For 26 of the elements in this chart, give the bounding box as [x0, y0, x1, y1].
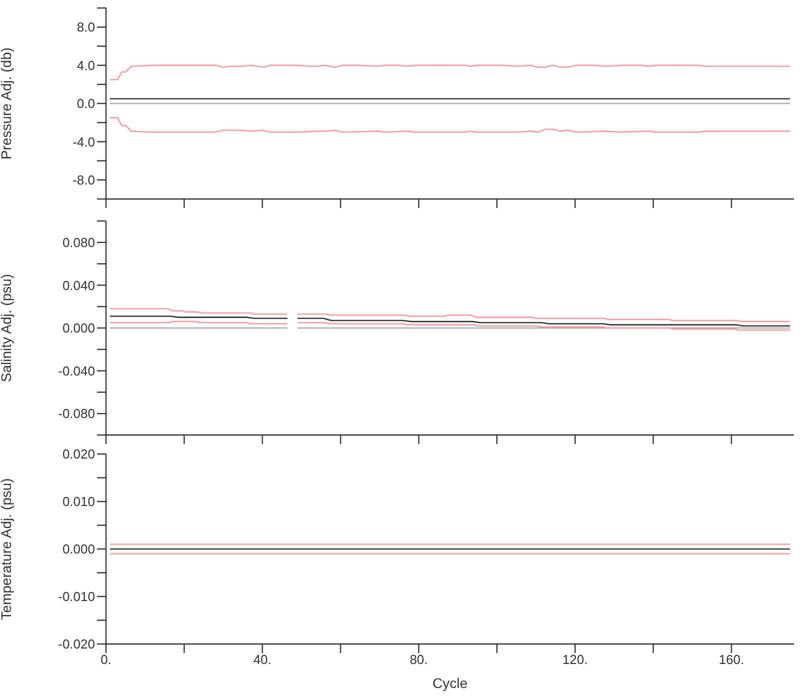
y-tick-label: 8.0 — [76, 20, 95, 35]
y-tick-label: -0.040 — [58, 363, 95, 378]
line-series — [109, 64, 791, 80]
y-tick-label: 0.0 — [76, 96, 95, 112]
y-tick-label: 0.020 — [62, 446, 95, 462]
y-axis-title: Pressure Adj. (db) — [0, 47, 14, 160]
x-axis-title: Cycle — [432, 675, 468, 691]
y-tick-label: 0.080 — [62, 235, 95, 250]
x-tick-label: 0. — [100, 652, 112, 668]
y-tick-label: 4.0 — [76, 58, 95, 73]
y-axis-title: Salinity Adj. (psu) — [0, 274, 14, 382]
y-tick-label: -8.0 — [72, 172, 95, 188]
y-tick-label: 0.000 — [62, 320, 95, 336]
y-tick-label: 0.010 — [62, 494, 95, 510]
y-axis-title: Temperature Adj. (psu) — [0, 478, 14, 620]
line-series — [109, 117, 791, 133]
x-tick-label: 160. — [718, 652, 744, 668]
y-tick-label: 0.040 — [62, 278, 95, 293]
x-tick-label: 40. — [253, 652, 272, 668]
y-tick-label: -4.0 — [72, 134, 95, 150]
y-tick-label: 0.000 — [62, 542, 95, 557]
y-tick-label: -0.010 — [58, 589, 95, 604]
x-tick-label: 120. — [562, 652, 588, 668]
y-tick-label: -0.080 — [58, 406, 95, 422]
y-tick-label: -0.020 — [58, 636, 95, 652]
x-tick-label: 80. — [410, 652, 428, 668]
